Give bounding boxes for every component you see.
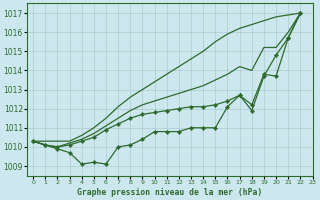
X-axis label: Graphe pression niveau de la mer (hPa): Graphe pression niveau de la mer (hPa) [77,188,262,197]
